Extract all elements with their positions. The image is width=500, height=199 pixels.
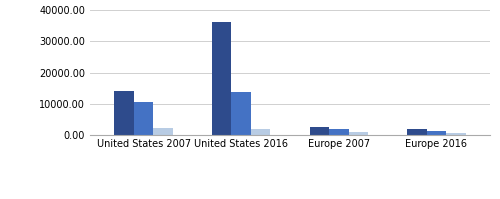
Bar [329, 129, 348, 135]
Bar [251, 129, 270, 135]
Bar [446, 134, 466, 135]
Bar [310, 127, 329, 135]
Bar [114, 91, 134, 135]
Bar [134, 102, 154, 135]
Bar [407, 129, 426, 135]
Bar [232, 92, 251, 135]
Bar [212, 22, 232, 135]
Bar [154, 128, 173, 135]
Bar [348, 133, 368, 135]
Bar [426, 131, 446, 135]
